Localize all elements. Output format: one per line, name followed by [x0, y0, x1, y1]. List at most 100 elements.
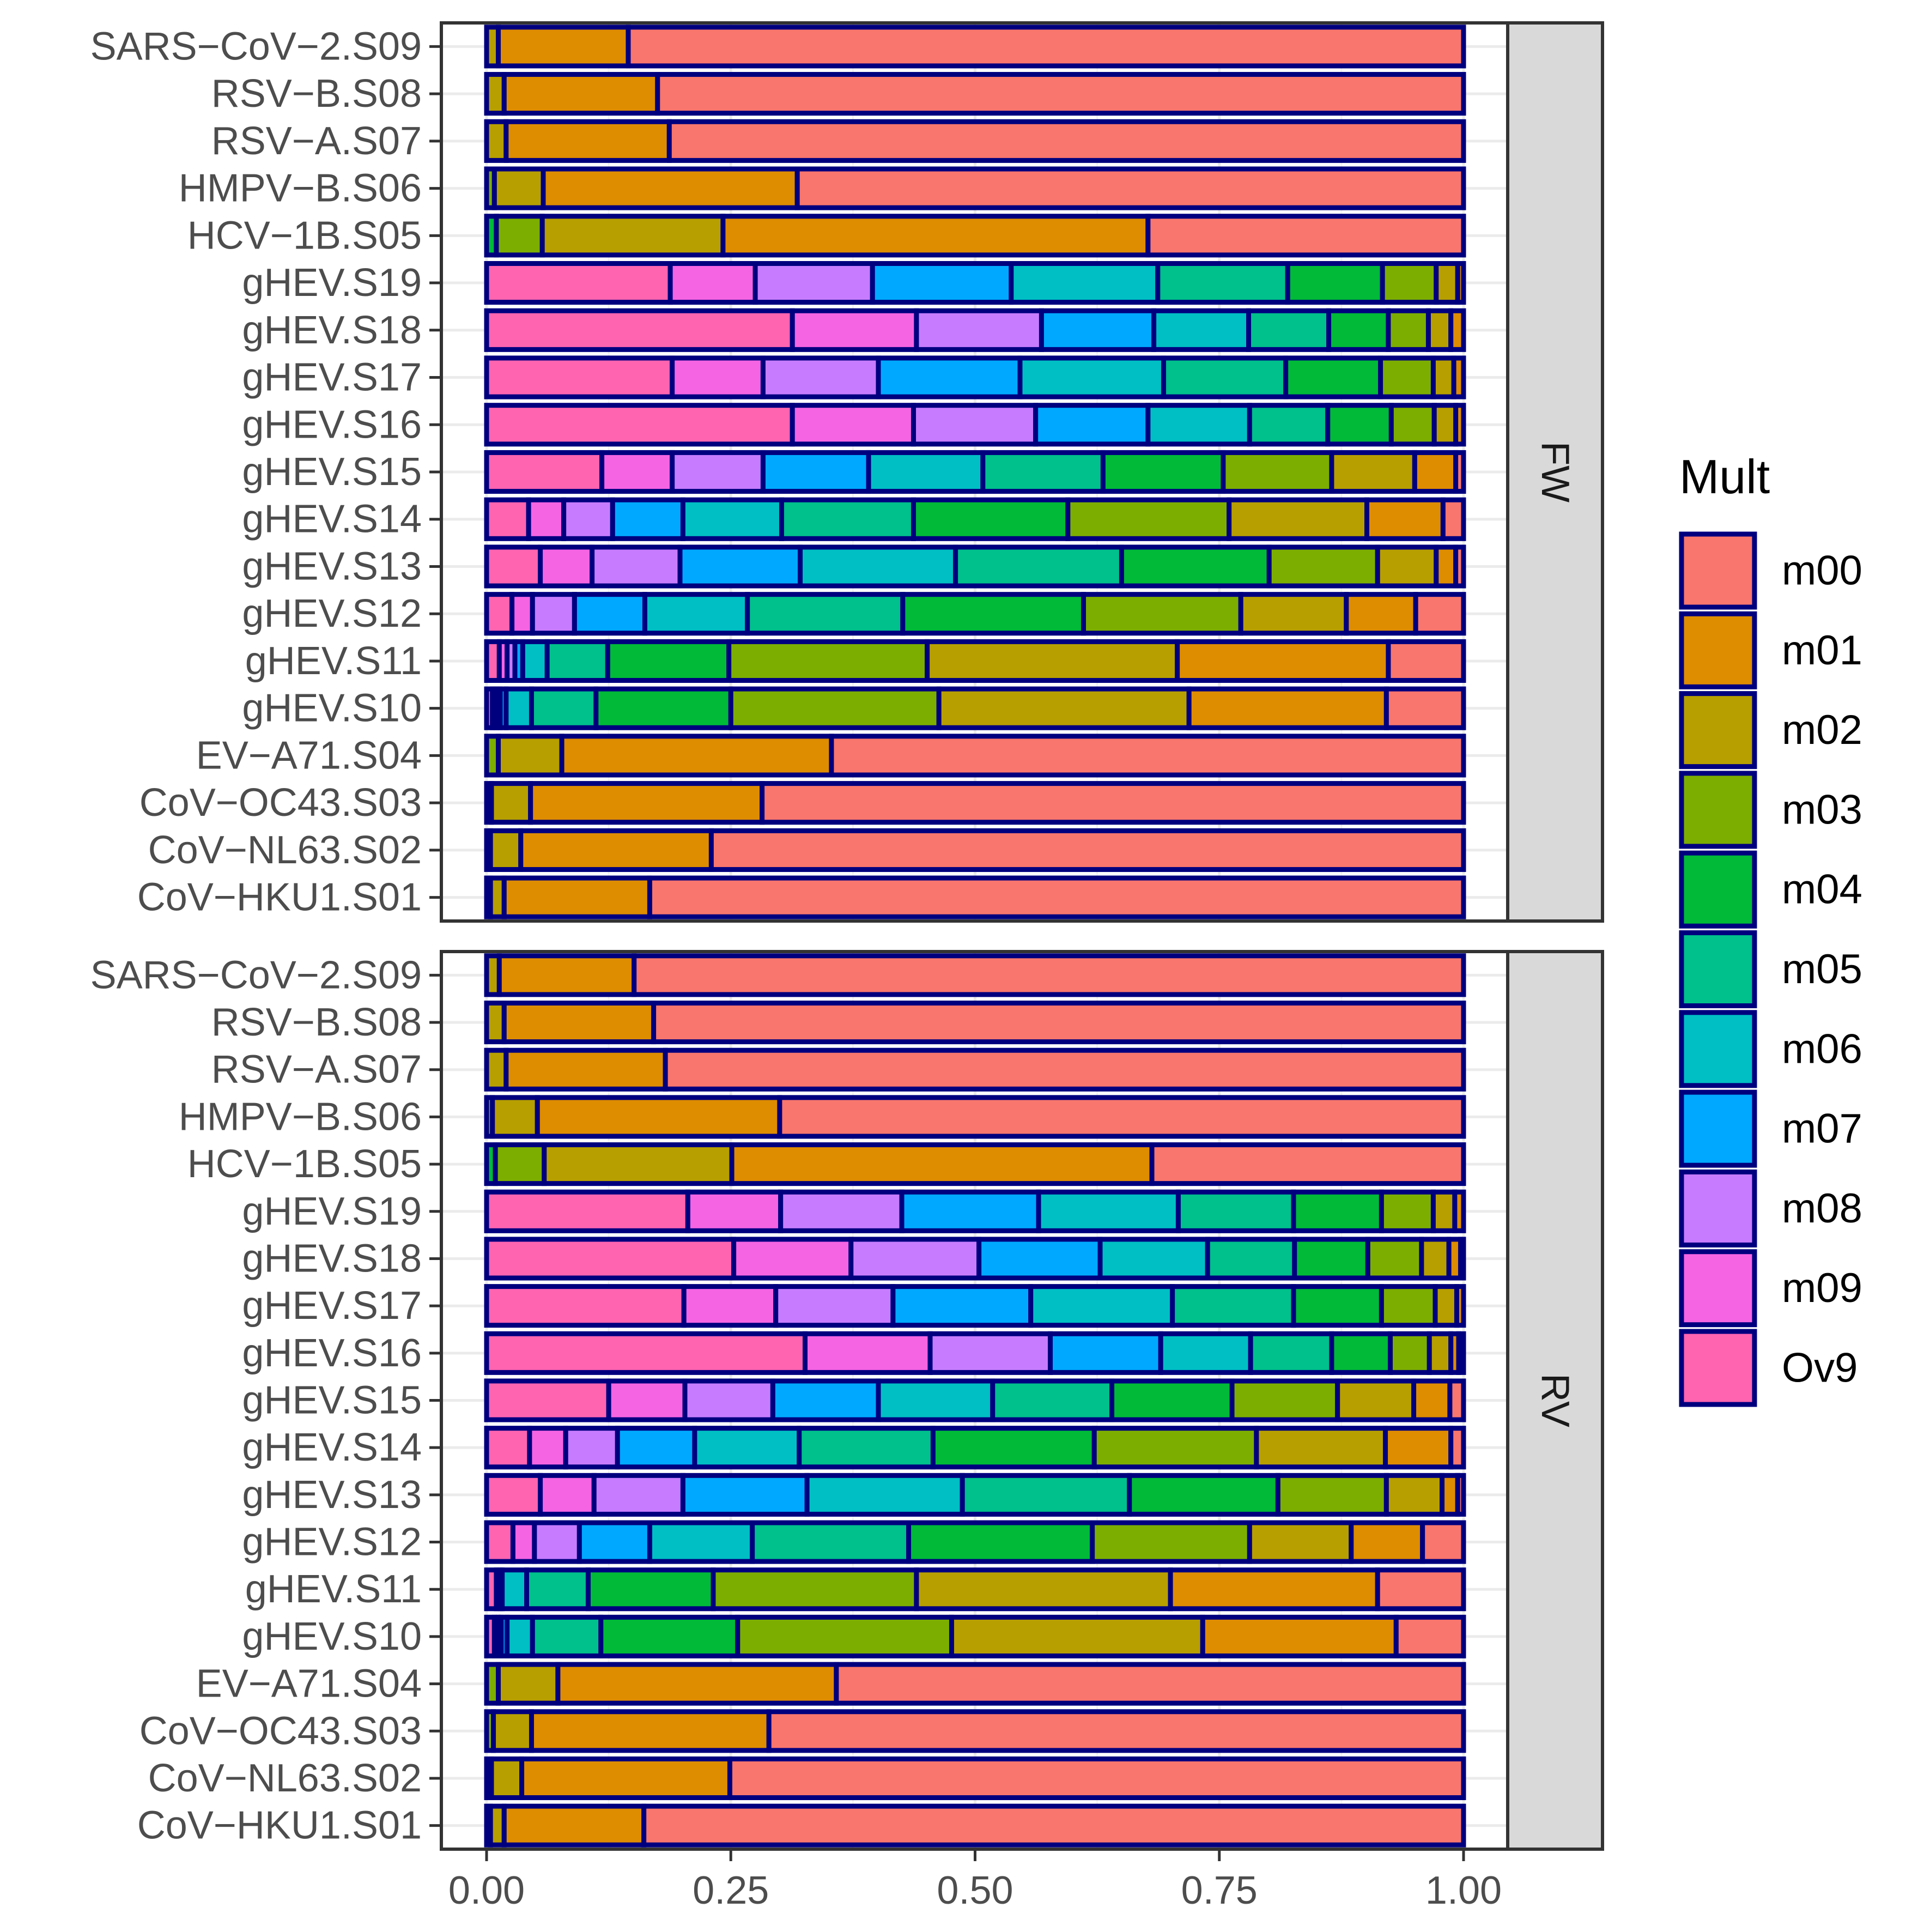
bar-segment-Ov9: [484, 308, 795, 352]
bar-segment-m01: [1412, 450, 1459, 494]
bar-segment-m07: [870, 261, 1014, 305]
bar-segment-m01: [720, 214, 1151, 258]
bar-segment-m08: [778, 1189, 905, 1233]
bar-segment-m00: [829, 734, 1466, 778]
bar-segment-m06: [505, 1614, 535, 1658]
bar-segment-m03: [1275, 1473, 1389, 1517]
legend-key-m03: [1679, 771, 1757, 849]
bar-segment-m06: [1145, 403, 1252, 447]
bar-segment-m02: [1427, 1331, 1454, 1375]
bar-segment-m01: [1175, 639, 1391, 683]
bar-segment-m01: [1344, 592, 1418, 636]
bar-segment-m02: [1430, 1189, 1458, 1233]
bar-segment-m05: [980, 450, 1106, 494]
legend-key-m02: [1679, 691, 1757, 770]
bar-segment-m08: [563, 1426, 620, 1470]
bar-segment-m02: [484, 1000, 507, 1045]
y-tick-label: CoV−OC43.S03: [139, 781, 422, 825]
bar-segment-m02: [488, 828, 524, 872]
bar-segment-m00: [663, 1047, 1466, 1092]
bar-segment-m04: [1291, 1284, 1384, 1328]
bar-segment-m01: [503, 1047, 668, 1092]
y-tick-label: gHEV.S13: [242, 544, 422, 588]
bar-segment-m01: [496, 25, 631, 69]
y-tick-label: gHEV.S17: [242, 356, 422, 399]
bar-segment-m04: [1326, 308, 1391, 352]
bar-segment-m00: [1375, 1567, 1466, 1612]
bar-segment-m00: [1458, 1237, 1466, 1281]
y-tick-label: gHEV.S15: [242, 450, 422, 494]
bar-segment-m07: [1039, 308, 1157, 352]
bar-segment-m09: [790, 403, 916, 447]
legend-key-m06: [1679, 1010, 1757, 1088]
bar-segment-m01: [529, 1709, 772, 1753]
y-tick-label: gHEV.S14: [242, 1426, 422, 1469]
bar-segment-m07: [899, 1189, 1041, 1233]
bar-segment-m06: [1009, 261, 1161, 305]
x-tick-label: 0.50: [937, 1869, 1013, 1912]
bar-segment-m08: [911, 403, 1039, 447]
bar-segment-m07: [976, 1237, 1103, 1281]
bar-segment-m06: [503, 686, 534, 730]
bar-segment-m04: [1127, 1473, 1280, 1517]
bar-segment-m05: [953, 544, 1124, 589]
bar-segment-m01: [1452, 1189, 1466, 1233]
bar-segment-m05: [779, 497, 916, 541]
bar-segment-m05: [745, 592, 906, 636]
bar-segment-m01: [559, 734, 834, 778]
y-tick-label: SARS−CoV−2.S09: [90, 25, 422, 68]
bar-segment-m02: [484, 119, 509, 163]
bar-segment-m06: [1151, 308, 1252, 352]
bar-segment-m02: [1227, 497, 1369, 541]
bar-segment-Ov9: [484, 497, 531, 541]
bar-segment-m04: [1285, 261, 1385, 305]
bar-segment-m02: [484, 1047, 509, 1092]
bar-segment-m06: [1017, 355, 1167, 399]
bar-segment-m03: [728, 686, 942, 730]
legend-label: m01: [1782, 627, 1862, 674]
bar-segment-m05: [1175, 1189, 1296, 1233]
bar-segment-m02: [496, 1662, 561, 1706]
bar-segment-m04: [593, 686, 733, 730]
bar-segment-m08: [682, 1378, 775, 1422]
bar-segment-Ov9: [484, 1520, 515, 1564]
bar-segment-m09: [667, 261, 758, 305]
bar-segment-m03: [1266, 544, 1380, 589]
bar-segment-m00: [1453, 544, 1466, 589]
bar-segment-m07: [760, 450, 871, 494]
legend-label: m08: [1782, 1185, 1862, 1232]
y-tick-label: gHEV.S12: [242, 592, 422, 635]
bar-segment-m02: [489, 1756, 525, 1801]
bar-segment-m03: [1380, 261, 1439, 305]
bar-segment-m01: [1454, 1284, 1466, 1328]
bar-segment-m04: [1283, 355, 1383, 399]
bar-segment-m06: [647, 1520, 755, 1564]
bar-segment-m09: [790, 308, 919, 352]
y-tick-label: gHEV.S16: [242, 1331, 422, 1375]
bar-segment-m01: [503, 119, 672, 163]
bar-segment-m01: [1383, 1426, 1454, 1470]
bar-segment-m01: [501, 875, 652, 919]
y-tick-label: gHEV.S11: [245, 639, 422, 683]
y-tick-label: gHEV.S19: [242, 261, 422, 305]
bar-segment-m08: [532, 1520, 582, 1564]
bar-segment-m09: [526, 497, 567, 541]
bar-segment-Ov9: [484, 1473, 543, 1517]
bar-segment-m08: [914, 308, 1044, 352]
legend-key-m01: [1679, 611, 1757, 689]
bar-segment-m02: [1247, 1520, 1354, 1564]
y-tick-label: gHEV.S10: [242, 1615, 422, 1658]
bar-segment-m04: [585, 1567, 716, 1612]
bar-segment-Ov9: [484, 544, 543, 589]
bar-segment-m03: [726, 639, 930, 683]
bar-segment-m04: [1325, 403, 1394, 447]
bar-segment-m07: [576, 1520, 652, 1564]
bar-segment-m00: [708, 828, 1466, 872]
y-tick-label: gHEV.S12: [242, 1521, 422, 1564]
x-tick-label: 0.00: [448, 1869, 525, 1912]
bar-segment-Ov9: [484, 1189, 690, 1233]
bar-segment-m03: [1388, 403, 1437, 447]
bar-segment-m01: [519, 1756, 732, 1801]
bar-segment-m00: [1413, 592, 1466, 636]
y-tick-label: HCV−1B.S05: [187, 1142, 422, 1186]
